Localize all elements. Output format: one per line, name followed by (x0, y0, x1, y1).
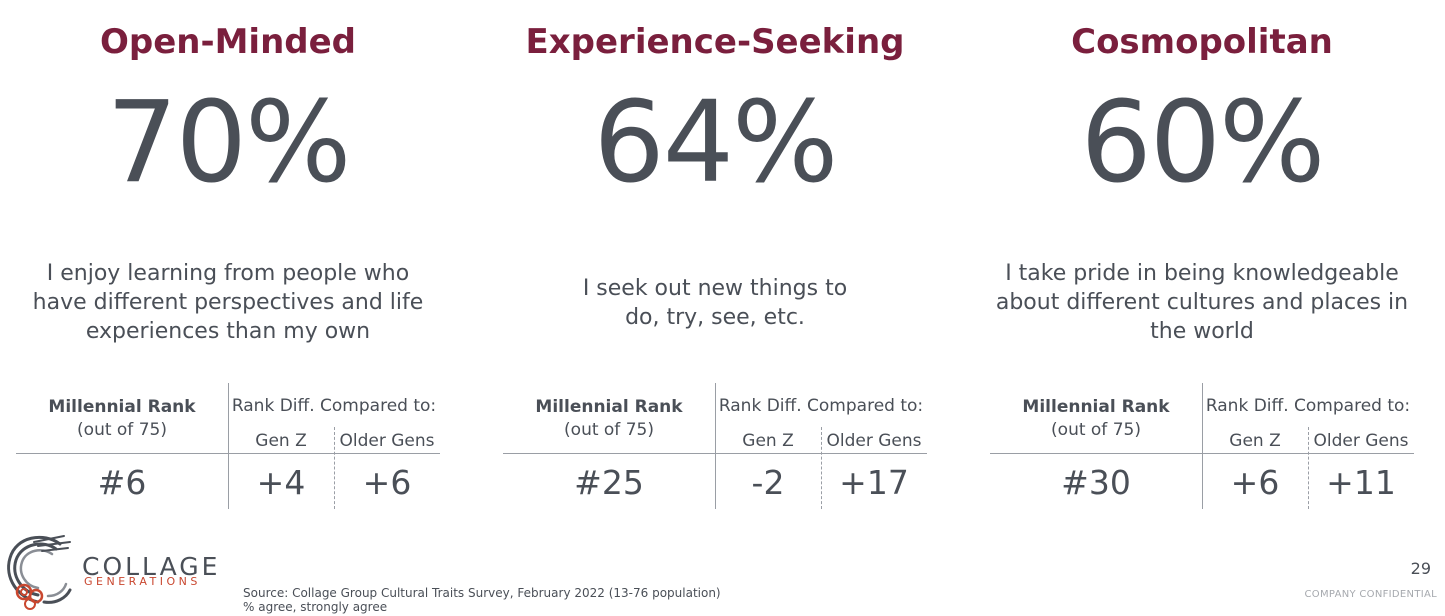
table-divider (1202, 383, 1203, 509)
trait-percent: 70% (106, 78, 352, 208)
statement-line: the world (1150, 319, 1254, 344)
trait-percent: 60% (1080, 78, 1326, 208)
gen-z-diff-value: +4 (256, 463, 306, 502)
millennial-rank-value: #30 (1061, 463, 1131, 502)
gen-z-diff-value: -2 (751, 463, 785, 502)
statement-line: I seek out new things to (582, 276, 848, 301)
collage-logo-mark-icon (7, 535, 72, 610)
table-divider (715, 383, 716, 509)
older-gens-diff-value: +11 (1326, 463, 1396, 502)
source-note: Source: Collage Group Cultural Traits Su… (243, 586, 721, 614)
statement-line: I take pride in being knowledgeable (1005, 261, 1399, 286)
millennial-rank-subheader: (out of 75) (1051, 420, 1141, 440)
confidential-label: COMPANY CONFIDENTIAL (1304, 589, 1437, 600)
rank-diff-header: Rank Diff. Compared to: (231, 396, 437, 416)
table-dashed-divider (334, 427, 335, 509)
gen-z-header: Gen Z (255, 431, 307, 451)
rank-table: Millennial Rank (out of 75) Rank Diff. C… (503, 383, 927, 509)
trait-statement: I seek out new things to do, try, see, e… (495, 274, 935, 332)
source-line: % agree, strongly agree (243, 600, 388, 614)
statement-line: I enjoy learning from people who (46, 261, 410, 286)
rank-table: Millennial Rank (out of 75) Rank Diff. C… (990, 383, 1414, 509)
trait-statement: I take pride in being knowledgeable abou… (982, 259, 1422, 346)
rank-diff-header: Rank Diff. Compared to: (1205, 396, 1411, 416)
table-divider (228, 383, 229, 509)
logo-subtitle: GENERATIONS (84, 575, 201, 588)
statement-line: experiences than my own (85, 319, 371, 344)
source-line: Source: Collage Group Cultural Traits Su… (243, 586, 721, 600)
gen-z-header: Gen Z (742, 431, 794, 451)
page-number: 29 (1410, 559, 1431, 578)
gen-z-diff-value: +6 (1230, 463, 1280, 502)
statement-line: do, try, see, etc. (625, 305, 805, 330)
rank-table: Millennial Rank (out of 75) Rank Diff. C… (16, 383, 440, 509)
statement-line: about different cultures and places in (995, 290, 1409, 315)
trait-title: Cosmopolitan (1071, 22, 1333, 62)
statement-line: have different perspectives and life (32, 290, 424, 315)
older-gens-header: Older Gens (826, 431, 922, 451)
table-dashed-divider (1308, 427, 1309, 509)
millennial-rank-value: #6 (97, 463, 147, 502)
older-gens-diff-value: +17 (839, 463, 909, 502)
trait-title: Experience-Seeking (525, 22, 905, 62)
trait-title: Open-Minded (99, 22, 357, 62)
table-dashed-divider (821, 427, 822, 509)
trait-statement: I enjoy learning from people who have di… (8, 259, 448, 346)
millennial-rank-header: Millennial Rank (48, 397, 196, 417)
rank-diff-header: Rank Diff. Compared to: (718, 396, 924, 416)
gen-z-header: Gen Z (1229, 431, 1281, 451)
millennial-rank-header: Millennial Rank (1022, 397, 1170, 417)
millennial-rank-subheader: (out of 75) (564, 420, 654, 440)
older-gens-diff-value: +6 (362, 463, 412, 502)
trait-percent: 64% (593, 78, 839, 208)
millennial-rank-subheader: (out of 75) (77, 420, 167, 440)
millennial-rank-value: #25 (574, 463, 644, 502)
collage-generations-logo: COLLAGE GENERATIONS (4, 532, 217, 612)
older-gens-header: Older Gens (1313, 431, 1409, 451)
millennial-rank-header: Millennial Rank (535, 397, 683, 417)
older-gens-header: Older Gens (339, 431, 435, 451)
logo-wordmark: COLLAGE (82, 552, 221, 581)
